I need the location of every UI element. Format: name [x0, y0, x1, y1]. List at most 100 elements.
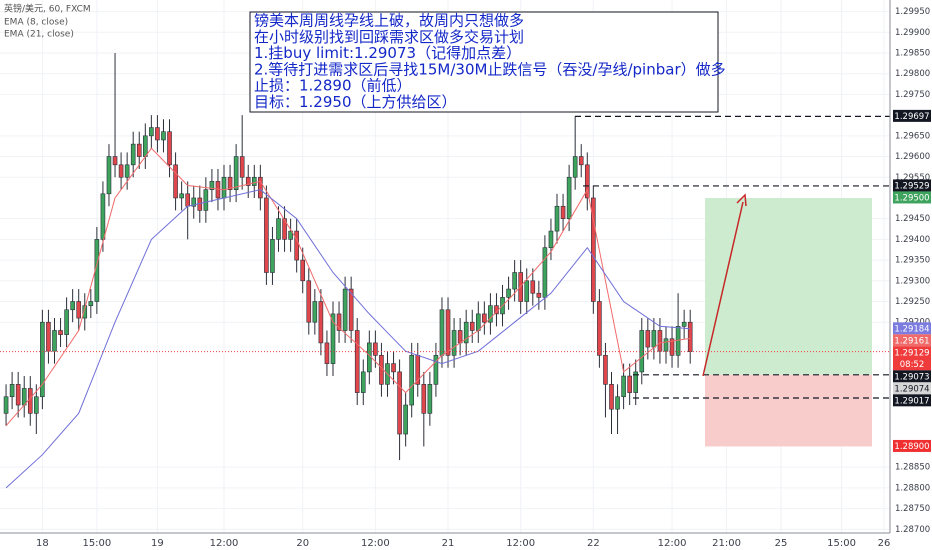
candle-body: [27, 388, 33, 414]
candle-body: [457, 330, 463, 344]
candle-body: [300, 259, 306, 282]
price-tag-label: 1.29529: [894, 181, 929, 191]
candle-body: [427, 384, 433, 414]
ema-line: [5, 147, 691, 427]
candle-body: [342, 288, 348, 331]
candle-body: [651, 330, 657, 348]
candle-body: [669, 338, 675, 356]
x-tick-label: 21: [442, 538, 455, 549]
candle-body: [40, 321, 45, 398]
candle-body: [530, 280, 536, 294]
candle-body: [143, 135, 148, 157]
candle-body: [179, 193, 184, 199]
candle-body: [227, 176, 233, 190]
price-tag: [893, 439, 931, 452]
candle-body: [112, 156, 118, 166]
candle-body: [191, 197, 197, 207]
candle-body: [433, 355, 439, 385]
price-tag-label: 1.29697: [894, 112, 929, 122]
price-axis: [890, 0, 932, 550]
candle-body: [439, 309, 445, 356]
x-tick-label: 12:00: [210, 538, 239, 549]
price-tag-label: 1.29500: [894, 193, 929, 203]
annotation-line: 目标：1.2950（上方供给区）: [254, 93, 457, 111]
candle-body: [58, 330, 63, 335]
candle-body: [100, 193, 106, 240]
candle-body: [276, 218, 281, 240]
legend-entry: EMA (21, close): [4, 30, 74, 40]
candle-body: [554, 205, 560, 232]
x-tick-label: 18: [36, 538, 49, 549]
y-tick-label: 1.29900: [895, 28, 930, 38]
candle-body: [391, 363, 396, 373]
candle-body: [524, 280, 530, 302]
price-tag-label: 1.29073: [894, 372, 929, 382]
price-tag: [893, 322, 931, 335]
candle-body: [88, 301, 94, 306]
candle-body: [633, 371, 639, 393]
candle-body: [548, 230, 554, 248]
y-tick-label: 1.29950: [895, 7, 930, 17]
y-tick-label: 1.29350: [895, 256, 930, 266]
candle-body: [318, 301, 324, 344]
candle-body: [149, 127, 154, 137]
candle-body: [488, 305, 493, 323]
x-tick-label: 15:00: [827, 538, 856, 549]
candle-body: [118, 164, 124, 178]
x-tick-label: 25: [775, 538, 788, 549]
candle-body: [52, 330, 57, 352]
candle-body: [282, 218, 287, 240]
x-tick-label: 12:00: [506, 538, 535, 549]
candle-body: [657, 330, 663, 352]
candle-body: [306, 280, 312, 323]
candle-body: [173, 164, 178, 199]
y-tick-label: 1.28700: [895, 525, 930, 535]
y-tick-label: 1.29250: [895, 297, 930, 307]
annotation-line: 2.等待打进需求区后寻找15M/30M止跌信号（吞没/孕线/pinbar）做多: [254, 60, 726, 78]
candle-body: [621, 375, 626, 398]
candle-body: [239, 156, 245, 178]
x-tick-label: 20: [296, 538, 309, 549]
price-tag-label: 1.29161: [894, 336, 929, 346]
price-tag: [893, 191, 931, 204]
y-tick-label: 1.28800: [895, 483, 930, 493]
price-tag-label: 1.29017: [894, 396, 929, 406]
y-tick-label: 1.29650: [895, 131, 930, 141]
annotation-line: 止损：1.2890（前低）: [254, 77, 412, 95]
candle-body: [136, 143, 142, 157]
candle-body: [124, 164, 130, 178]
candle-body: [64, 309, 69, 335]
loss-zone: [705, 374, 872, 447]
candle-body: [34, 396, 39, 414]
candle-body: [572, 156, 578, 178]
candle-body: [324, 342, 330, 364]
x-tick-label: 12:00: [658, 538, 687, 549]
annotation-line: 在小时级别找到回踩需求区做多交易计划: [254, 28, 524, 46]
y-tick-label: 1.28750: [895, 504, 930, 514]
candle-body: [445, 309, 451, 356]
candle-body: [348, 288, 354, 331]
candle-body: [542, 247, 548, 298]
price-tag: [893, 346, 931, 371]
candle-body: [354, 330, 360, 393]
candle-body: [627, 375, 632, 393]
candle-body: [82, 305, 88, 319]
candle-body: [15, 384, 21, 406]
candle-body: [233, 156, 239, 190]
price-tag: [893, 109, 931, 122]
candle-body: [506, 288, 511, 298]
y-tick-label: 1.29750: [895, 90, 930, 100]
candle-body: [681, 321, 687, 327]
candle-body: [397, 371, 402, 435]
annotation-box: [249, 11, 719, 113]
candle-body: [221, 176, 227, 199]
candle-body: [645, 330, 651, 348]
candle-body: [46, 321, 51, 352]
candle-body: [615, 396, 620, 410]
candle-body: [451, 330, 457, 356]
candle-body: [21, 388, 27, 406]
price-tag: [893, 382, 931, 395]
candle-body: [482, 313, 487, 323]
candle-body: [270, 239, 275, 273]
